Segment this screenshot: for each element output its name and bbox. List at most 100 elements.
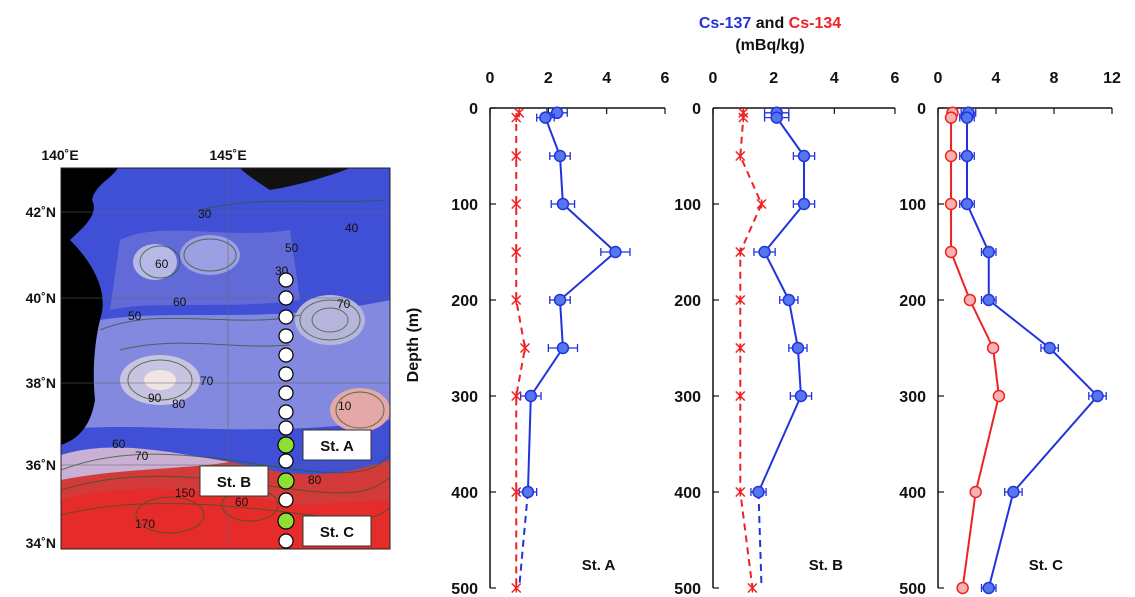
station-dot	[278, 533, 294, 549]
cs134-point	[511, 294, 522, 306]
cs137-point	[524, 389, 538, 403]
cs137-line	[526, 111, 617, 493]
cs137-extension-line	[518, 491, 529, 589]
station-dot	[278, 272, 294, 288]
y-tick-label: 200	[451, 293, 478, 310]
cs134-point	[944, 111, 958, 124]
station-b-box	[199, 465, 269, 497]
cs137-point	[752, 485, 765, 499]
cs134-point	[986, 341, 1000, 355]
cs134-point	[735, 342, 746, 354]
cs137-point	[982, 293, 995, 307]
cs134-point	[735, 390, 746, 402]
contour-label: 50	[285, 241, 299, 255]
cs137-line	[966, 112, 1099, 589]
cs137-point	[550, 106, 564, 120]
y-tick-label: 100	[899, 197, 926, 214]
land-honshu	[61, 168, 118, 445]
contour-label: 70	[200, 374, 214, 388]
station-transect	[277, 272, 295, 549]
cs134-point	[969, 485, 982, 499]
x-tick-label: 0	[709, 70, 718, 87]
chart-title: Cs-137 and Cs-134	[699, 15, 841, 32]
cs137-extension-line	[757, 491, 763, 589]
cs134-point	[511, 390, 522, 402]
station-dot	[278, 492, 294, 508]
contour-label: 170	[135, 517, 155, 531]
x-tick-label: 2	[544, 70, 553, 87]
y-tick-label: 500	[899, 581, 926, 597]
contour-labels: 30 40 50 30 60 60 50 70 70 90 80 10 60 7…	[112, 207, 359, 531]
cs137-point	[539, 111, 552, 124]
cs137-point	[797, 197, 811, 211]
contour-label: 60	[112, 437, 126, 451]
cs137-point	[982, 581, 995, 595]
contour-label: 10	[338, 399, 352, 413]
cs137-point	[556, 341, 570, 355]
x-tick-label: 8	[1050, 70, 1059, 87]
station-a-dot	[277, 436, 295, 454]
cs134-point	[511, 112, 522, 123]
y-tick-label: 400	[674, 485, 701, 502]
x-tick-label: 4	[830, 70, 839, 87]
x-tick-label: 4	[602, 70, 611, 87]
y-tick-label: 0	[917, 101, 926, 118]
contour-label: 80	[308, 473, 322, 487]
cs134-point	[511, 198, 522, 210]
cs137-point	[1091, 389, 1104, 403]
cs137-point	[782, 293, 796, 307]
contour-label: 150	[175, 486, 195, 500]
station-c-dot	[277, 512, 295, 530]
cs134-line	[739, 112, 763, 589]
cs137-point	[770, 111, 783, 124]
cs134-point	[511, 582, 522, 594]
x-tick-label: 6	[891, 70, 900, 87]
contour-label: 40	[345, 221, 359, 235]
y-tick-label: 400	[899, 485, 926, 502]
y-tick-label: 300	[899, 389, 926, 406]
cs134-point	[747, 582, 758, 594]
cs134-point	[944, 149, 958, 163]
cs137-point	[553, 149, 567, 163]
station-dot	[278, 453, 294, 469]
cs137-point	[521, 485, 535, 499]
cs134-point	[735, 486, 746, 498]
cs137-point	[960, 111, 974, 124]
cs134-line	[950, 112, 1000, 589]
lon-tick-140: 140˚E	[41, 147, 78, 163]
station-dot	[278, 347, 294, 363]
contour-label: 50	[128, 309, 142, 323]
cs137-point	[556, 197, 570, 211]
contour-label: 80	[172, 397, 186, 411]
cs137-point	[791, 341, 805, 355]
cs137-point	[794, 389, 808, 403]
contour-label: 30	[198, 207, 212, 221]
panel-station-label: St. C	[1029, 557, 1063, 574]
cs137-point	[982, 245, 995, 259]
title-and: and	[751, 15, 788, 32]
cs134-point	[511, 486, 522, 498]
cs134-point	[756, 198, 767, 210]
x-tick-label: 12	[1103, 70, 1121, 87]
cs134-point	[511, 246, 522, 258]
lat-tick-34: 34˚N	[26, 535, 56, 551]
cs137-point	[960, 197, 974, 211]
y-tick-label: 300	[674, 389, 701, 406]
station-a-label: St. A	[320, 438, 354, 455]
cs134-point	[511, 150, 522, 162]
station-b-label: St. B	[217, 474, 251, 491]
cs134-point	[956, 581, 969, 595]
depth-axis-label: Depth (m)	[405, 308, 422, 383]
station-dot	[278, 290, 294, 306]
cs134-point	[944, 197, 958, 211]
cs137-point	[609, 245, 622, 259]
y-tick-label: 500	[674, 581, 701, 597]
x-tick-label: 6	[661, 70, 670, 87]
y-tick-label: 300	[451, 389, 478, 406]
land-hokkaido	[240, 168, 350, 190]
station-dot	[278, 328, 294, 344]
cs134-point	[735, 246, 746, 258]
y-tick-label: 500	[451, 581, 478, 597]
x-tick-label: 2	[769, 70, 778, 87]
map: 140˚E 145˚E 42˚N 40˚N 38˚N 36˚N 34˚N 30 …	[26, 147, 391, 551]
